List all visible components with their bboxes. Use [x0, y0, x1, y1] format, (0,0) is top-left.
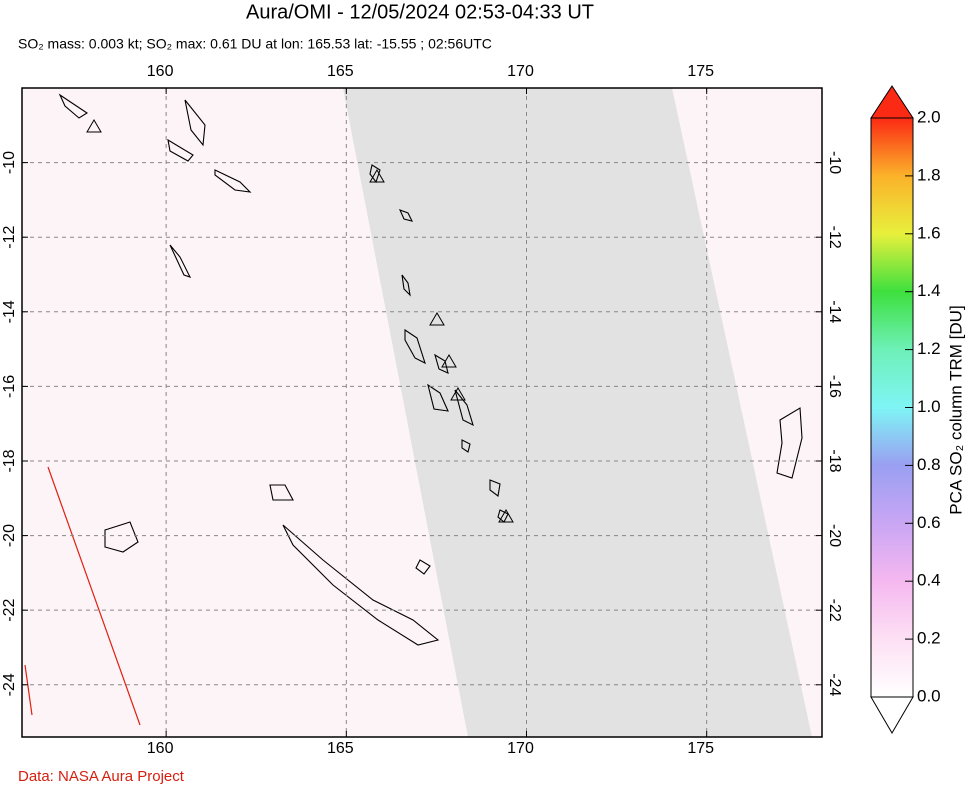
- colorbar-tick-label: 0.8: [917, 455, 941, 474]
- volcano-markers: [86, 119, 514, 523]
- y-tick-label: -20: [826, 524, 843, 547]
- colorbar-tick-label: 0.2: [917, 629, 941, 648]
- y-tick-label: -24: [826, 673, 843, 696]
- y-tick-label: -14: [826, 300, 843, 323]
- colorbar-tick-label: 0.0: [917, 686, 941, 705]
- grid: [22, 88, 822, 737]
- footer: Data: NASA Aura Project: [18, 768, 185, 785]
- y-tick-label: -24: [1, 673, 18, 696]
- y-tick-label: -14: [1, 300, 18, 323]
- no-data-swath: [343, 88, 812, 737]
- map-frame: [21, 87, 823, 738]
- orbit-edge: [47, 466, 141, 726]
- y-tick-label: -16: [826, 375, 843, 398]
- colorbar-tick-label: 1.6: [917, 223, 941, 242]
- y-tick-label: -18: [1, 449, 18, 472]
- colorbar-label: PCA SO₂ column TRM [DU]: [946, 305, 965, 514]
- y-tick-label: -20: [1, 524, 18, 547]
- y-tick-label: -18: [826, 449, 843, 472]
- title: Aura/OMI - 12/05/2024 02:53-04:33 UT: [246, 1, 594, 23]
- map-area: [22, 88, 822, 737]
- colorbar-tick-label: 1.8: [917, 165, 941, 184]
- colorbar-tick-label: 0.4: [917, 571, 941, 590]
- colorbar-tick-label: 1.4: [917, 281, 941, 300]
- colorbar-tick-label: 1.2: [917, 339, 941, 358]
- y-tick-label: -12: [826, 226, 843, 249]
- colorbar-tick-label: 2.0: [917, 107, 941, 126]
- y-tick-label: -22: [1, 599, 18, 622]
- colorbar-extend-high: [870, 85, 914, 119]
- orbit-edge: [24, 664, 33, 716]
- x-tick-label: 160: [147, 63, 174, 80]
- x-tick-label: 175: [687, 63, 714, 80]
- subtitle: SO₂ mass: 0.003 kt; SO₂ max: 0.61 DU at …: [18, 36, 492, 52]
- x-tick-label: 165: [327, 740, 354, 757]
- y-tick-label: -10: [826, 151, 843, 174]
- x-tick-label: 170: [507, 740, 534, 757]
- y-tick-label: -22: [826, 599, 843, 622]
- x-tick-label: 175: [687, 740, 714, 757]
- y-tick-label: -10: [1, 151, 18, 174]
- colorbar-extend-low: [870, 696, 914, 734]
- coastlines: [58, 93, 803, 646]
- y-tick-label: -16: [1, 375, 18, 398]
- x-tick-label: 160: [147, 740, 174, 757]
- x-tick-label: 170: [507, 63, 534, 80]
- colorbar-tick-label: 0.6: [917, 513, 941, 532]
- colorbar-tick-label: 1.0: [917, 397, 941, 416]
- x-tick-label: 165: [327, 63, 354, 80]
- y-tick-label: -12: [1, 226, 18, 249]
